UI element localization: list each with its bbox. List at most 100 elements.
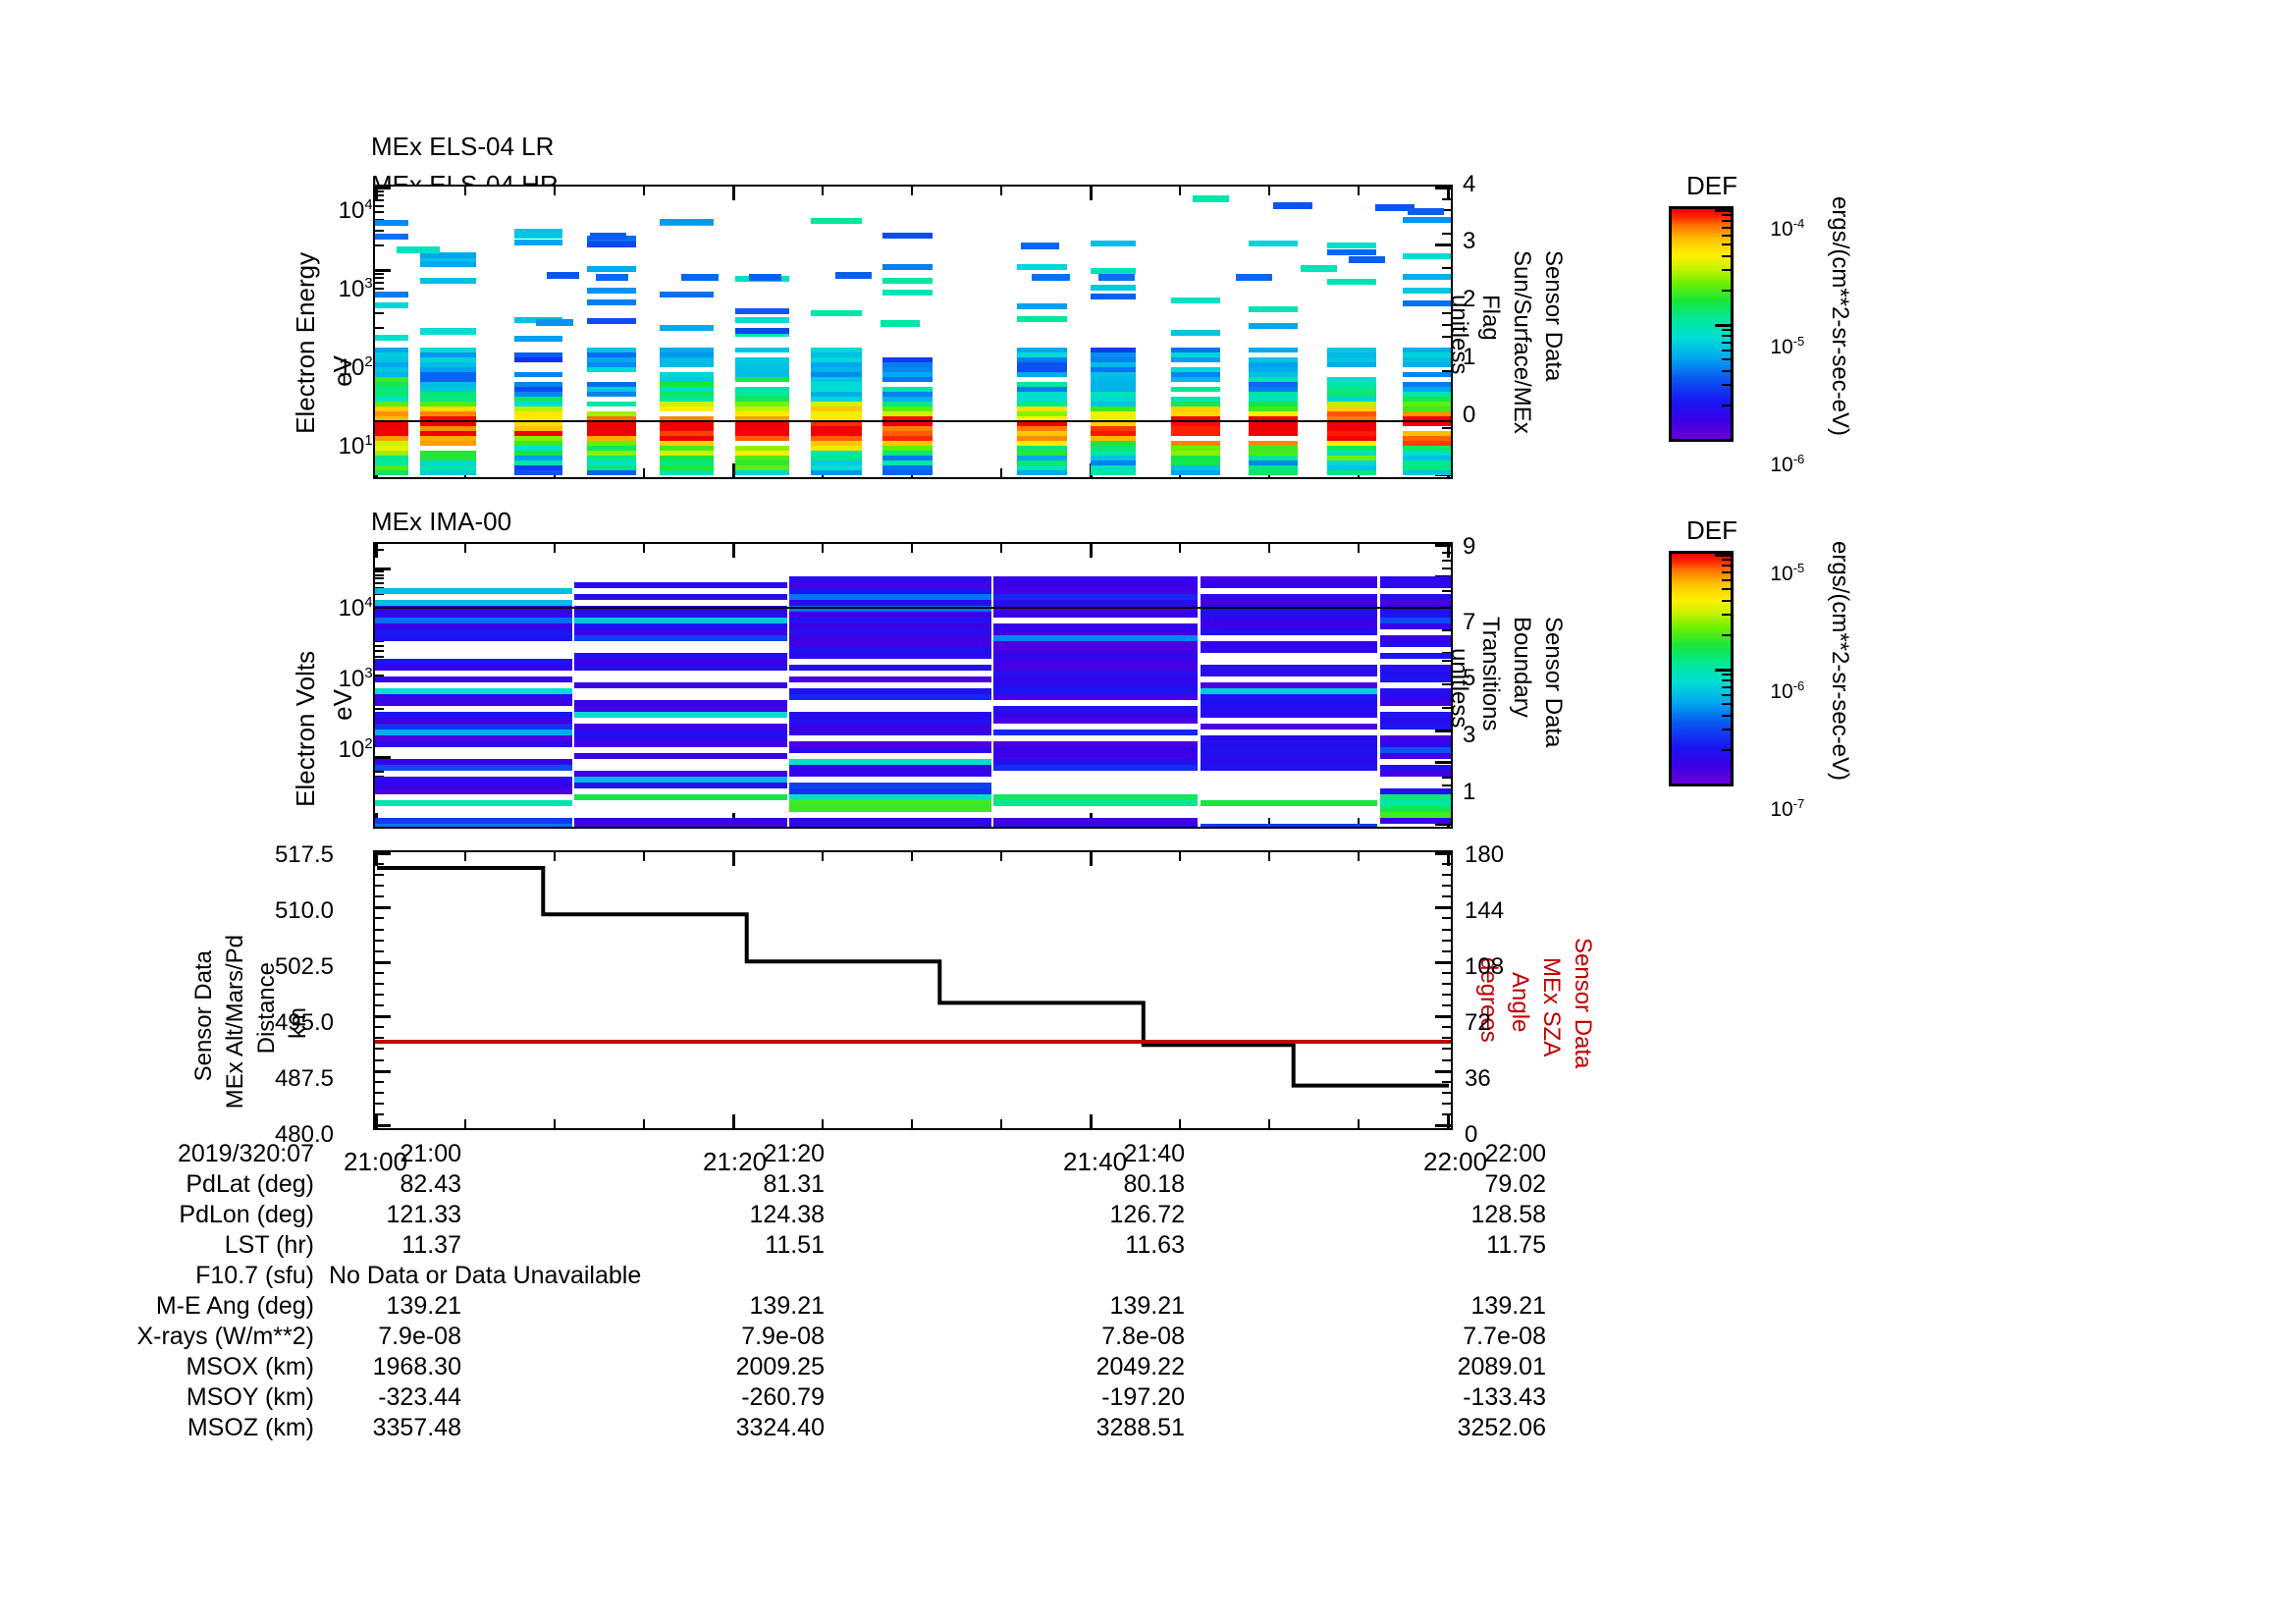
ima-band (1379, 612, 1451, 618)
tick-exponent: 2 (364, 354, 373, 370)
spectrogram-band (375, 348, 408, 352)
spectrogram-isolated-band (1235, 273, 1273, 281)
ima-band (375, 635, 572, 641)
spectrogram-band (1326, 426, 1377, 431)
ima-band (375, 600, 572, 606)
spectrogram-band (514, 387, 562, 392)
ima-band (788, 688, 991, 694)
sun-surface-flag-line (375, 420, 1451, 422)
spectrogram-column (1402, 187, 1451, 477)
xtick-2100: 21:00 (344, 1147, 408, 1176)
ytick-right (1442, 552, 1451, 554)
ytick-right (1442, 1059, 1451, 1061)
ytick-left (375, 950, 384, 952)
ytick-left (375, 1081, 384, 1083)
colorbar2[interactable] (1669, 551, 1734, 786)
spectrogram-band (1171, 411, 1221, 416)
spectrogram-band (1248, 465, 1299, 470)
ytick-right (1442, 885, 1451, 887)
colorbar-tick (1722, 749, 1731, 751)
spectrogram-band (810, 372, 863, 377)
panel-ima00-spectrogram[interactable] (373, 542, 1453, 829)
spectrogram-band (1090, 357, 1136, 362)
spectrogram-band (420, 406, 477, 411)
spectrogram-band (1248, 446, 1299, 451)
ytick-right (1442, 929, 1451, 931)
panel1-ytick-1e4: 104 (312, 170, 373, 252)
spectrogram-band (810, 465, 863, 470)
ytick-left (375, 771, 384, 773)
spectrogram-band (882, 392, 933, 397)
ima-band (993, 818, 1199, 824)
ima-band (573, 635, 787, 641)
readout-row-value: 1968.30 (372, 1353, 461, 1380)
spectrogram-band (882, 451, 933, 456)
spectrogram-band (586, 470, 637, 475)
spectrogram-band (375, 362, 408, 367)
ima-band (788, 588, 991, 594)
spectrogram-band (1248, 426, 1299, 431)
spectrogram-band (420, 348, 477, 352)
panel-els04-spectrogram[interactable] (373, 185, 1453, 479)
panel-altitude-sza[interactable] (373, 850, 1453, 1130)
panel2-rtick-3: 3 (1463, 722, 1476, 748)
panel3-rtick-72: 72 (1465, 1009, 1491, 1036)
ima-band (788, 594, 991, 600)
ytick-right (1442, 1081, 1451, 1083)
ima-band (1379, 724, 1451, 730)
spectrogram-band (1402, 392, 1451, 397)
spectrogram-band (420, 357, 477, 362)
ytick-right (1442, 1004, 1451, 1006)
spectrogram-high-band (735, 317, 789, 323)
ima-band (375, 623, 572, 629)
spectrogram-band (810, 367, 863, 372)
panel2-title: MEx IMA-00 (371, 507, 512, 536)
xtick-bottom (732, 463, 735, 477)
readout-row-value: 22:00 (1484, 1140, 1546, 1167)
spectrogram-band (1402, 416, 1451, 421)
ima-band (993, 635, 1199, 641)
ytick-right (1442, 917, 1451, 919)
spectrogram-band (586, 357, 637, 362)
spectrogram-band (586, 436, 637, 441)
spectrogram-band (882, 406, 933, 411)
ytick-right (1442, 660, 1451, 662)
ytick-right (1442, 777, 1451, 779)
ima-band (1379, 753, 1451, 759)
ima-band (1379, 741, 1451, 747)
spectrogram-band (810, 387, 863, 392)
spectrogram-band (1402, 352, 1451, 357)
spectrogram-column (735, 187, 789, 477)
spectrogram-band (810, 446, 863, 451)
spectrogram-band (1248, 377, 1299, 382)
tick-mantissa: 10 (338, 354, 365, 381)
spectrogram-band (1171, 377, 1221, 382)
spectrogram-band (375, 441, 408, 446)
spectrogram-band (1326, 352, 1377, 357)
spectrogram-band (735, 436, 789, 441)
spectrogram-band (1326, 465, 1377, 470)
spectrogram-band (420, 441, 477, 446)
ima-band (788, 623, 991, 629)
ytick-right (1442, 1037, 1451, 1039)
readout-row-value: 2049.22 (1095, 1353, 1185, 1380)
spectrogram-high-band (586, 242, 637, 247)
spectrogram-high-band (375, 292, 408, 298)
spectrogram-high-band (1248, 306, 1299, 312)
colorbar1[interactable] (1669, 206, 1734, 442)
spectrogram-band (375, 382, 408, 387)
spectrogram-band (1326, 382, 1377, 387)
spectrogram-band (882, 441, 933, 446)
spectrogram-band (810, 402, 863, 406)
ima-band (1200, 753, 1378, 759)
spectrogram-band (735, 357, 789, 362)
spectrogram-band (1090, 397, 1136, 402)
spectrogram-band (1017, 387, 1067, 392)
spectrogram-band (882, 465, 933, 470)
spectrogram-band (660, 392, 715, 397)
ytick-right (1442, 983, 1451, 985)
readout-row-value: -323.44 (378, 1383, 461, 1411)
spectrogram-band (375, 402, 408, 406)
spectrogram-band (810, 451, 863, 456)
ytick-right (1442, 198, 1451, 200)
